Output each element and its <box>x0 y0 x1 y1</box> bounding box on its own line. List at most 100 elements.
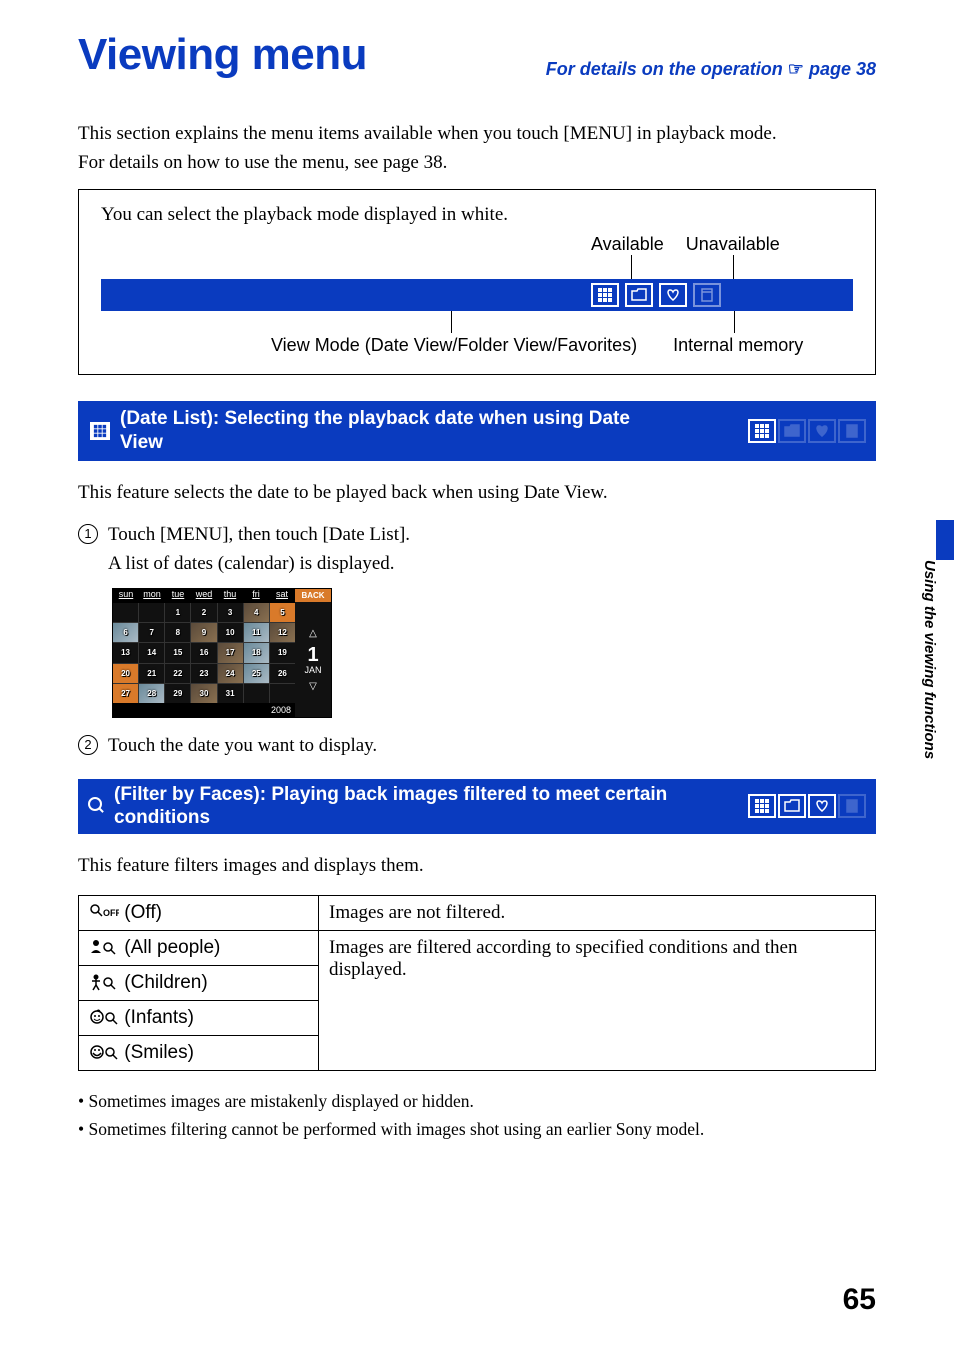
step-num-1: 1 <box>78 524 98 544</box>
calendar-day-header: thu <box>217 589 243 603</box>
favorites-icon <box>808 419 836 443</box>
calendar-cell[interactable]: 4 <box>244 603 269 622</box>
magnifier-icon <box>88 797 106 815</box>
unavailable-label: Unavailable <box>686 234 780 255</box>
calendar-cell[interactable]: 15 <box>165 643 190 662</box>
calendar-cell[interactable]: 16 <box>191 643 216 662</box>
calendar-cell[interactable]: 25 <box>244 664 269 683</box>
filter-allpeople-label: (All people) <box>119 937 220 958</box>
calendar-cell[interactable]: 12 <box>270 623 295 642</box>
favorites-icon <box>808 794 836 818</box>
calendar-cell[interactable]: 1 <box>165 603 190 622</box>
section1-mode-icons <box>748 419 866 443</box>
filter-off-cell: OFF (Off) <box>79 895 319 930</box>
calendar-screenshot: sunmontuewedthufrisat 123456789101112131… <box>112 588 332 718</box>
calendar-cell[interactable]: 21 <box>139 664 164 683</box>
calendar-cell[interactable]: 26 <box>270 664 295 683</box>
filter-smiles-icon <box>89 1043 119 1061</box>
mode-box-top: You can select the playback mode display… <box>101 204 853 226</box>
internal-memory-icon <box>838 794 866 818</box>
calendar-cell[interactable]: 29 <box>165 684 190 703</box>
calendar-cell[interactable]: 30 <box>191 684 216 703</box>
calendar-cell[interactable]: 8 <box>165 623 190 642</box>
section-header-datelist: (Date List): Selecting the playback date… <box>78 401 876 461</box>
filter-infants-label: (Infants) <box>119 1007 194 1028</box>
connector-lines-top <box>591 255 853 279</box>
filter-children-cell: (Children) <box>79 965 319 1000</box>
step2-text: Touch the date you want to display. <box>108 735 377 756</box>
date-view-icon <box>748 419 776 443</box>
calendar-cell[interactable]: 19 <box>270 643 295 662</box>
calendar-cell[interactable]: 22 <box>165 664 190 683</box>
section1-title: (Date List): Selecting the playback date… <box>120 407 668 455</box>
calendar-cell[interactable]: 27 <box>113 684 138 703</box>
calendar-side: BACK △ 1 JAN ▽ <box>295 589 331 717</box>
calendar-down-arrow[interactable]: ▽ <box>309 681 317 692</box>
note-2: Sometimes filtering cannot be performed … <box>78 1115 876 1143</box>
mode-box: You can select the playback mode display… <box>78 189 876 375</box>
calendar-day-header: sun <box>113 589 139 603</box>
calendar-cell[interactable]: 2 <box>191 603 216 622</box>
view-mode-caption: View Mode (Date View/Folder View/Favorit… <box>271 335 637 356</box>
filter-merged-desc: Images are filtered according to specifi… <box>319 930 876 1070</box>
calendar-back-button[interactable]: BACK <box>295 589 331 602</box>
calendar-cell[interactable]: 17 <box>218 643 243 662</box>
side-tab <box>936 520 954 560</box>
calendar-cell[interactable]: 7 <box>139 623 164 642</box>
availability-labels: Available Unavailable <box>591 234 853 255</box>
calendar-cell[interactable]: 24 <box>218 664 243 683</box>
step-list-2: 2 Touch the date you want to display. <box>78 732 876 761</box>
calendar-cell[interactable] <box>113 603 138 622</box>
filter-allpeople-cell: (All people) <box>79 930 319 965</box>
calendar-day-header: tue <box>165 589 191 603</box>
folder-view-icon <box>625 283 653 307</box>
table-row: OFF (Off) Images are not filtered. <box>79 895 876 930</box>
calendar-cell[interactable]: 20 <box>113 664 138 683</box>
svg-text:OFF: OFF <box>103 908 119 918</box>
calendar-cell[interactable]: 28 <box>139 684 164 703</box>
calendar-day-header: wed <box>191 589 217 603</box>
title-row: Viewing menu For details on the operatio… <box>78 30 876 80</box>
step1-line1: Touch [MENU], then touch [Date List]. <box>108 524 410 545</box>
calendar-cell[interactable]: 5 <box>270 603 295 622</box>
calendar-cell[interactable]: 14 <box>139 643 164 662</box>
step-num-2: 2 <box>78 735 98 755</box>
mode-icon-group <box>591 283 721 307</box>
calendar-cell[interactable]: 6 <box>113 623 138 642</box>
calendar-cell[interactable]: 9 <box>191 623 216 642</box>
operation-ref: For details on the operation ☞ page 38 <box>546 59 876 80</box>
filter-table: OFF (Off) Images are not filtered. (All … <box>78 895 876 1071</box>
caption-row: View Mode (Date View/Folder View/Favorit… <box>271 335 853 356</box>
connector-lines-bottom <box>441 311 853 335</box>
calendar-cell[interactable] <box>270 684 295 703</box>
filter-infants-cell: (Infants) <box>79 1000 319 1035</box>
intro-line2: For details on how to use the menu, see … <box>78 152 447 173</box>
calendar-header: sunmontuewedthufrisat <box>113 589 295 603</box>
calendar-day-header: fri <box>243 589 269 603</box>
calendar-cell[interactable]: 13 <box>113 643 138 662</box>
calendar-cell[interactable]: 11 <box>244 623 269 642</box>
calendar-cell[interactable]: 31 <box>218 684 243 703</box>
calendar-cell[interactable]: 10 <box>218 623 243 642</box>
section2-title: (Filter by Faces): Playing back images f… <box>114 783 668 831</box>
calendar-cell[interactable]: 3 <box>218 603 243 622</box>
calendar-cell[interactable]: 23 <box>191 664 216 683</box>
folder-view-icon <box>778 419 806 443</box>
section-header-filter: (Filter by Faces): Playing back images f… <box>78 779 876 835</box>
calendar-current-day: 1 <box>307 645 318 665</box>
calendar-up-arrow[interactable]: △ <box>309 628 317 639</box>
step1-line2: A list of dates (calendar) is displayed. <box>108 553 395 574</box>
date-view-icon <box>591 283 619 307</box>
step-1: 1 Touch [MENU], then touch [Date List]. … <box>78 521 876 578</box>
note-1: Sometimes images are mistakenly displaye… <box>78 1087 876 1115</box>
calendar-body: 1234567891011121314151617181920212223242… <box>113 603 295 703</box>
date-view-icon <box>748 794 776 818</box>
favorites-icon <box>659 283 687 307</box>
step-2: 2 Touch the date you want to display. <box>78 732 876 761</box>
calendar-cell[interactable] <box>244 684 269 703</box>
calendar-cell[interactable]: 18 <box>244 643 269 662</box>
filter-off-icon: OFF <box>89 903 119 921</box>
page-title: Viewing menu <box>78 30 367 80</box>
page-number: 65 <box>843 1283 876 1317</box>
calendar-cell[interactable] <box>139 603 164 622</box>
